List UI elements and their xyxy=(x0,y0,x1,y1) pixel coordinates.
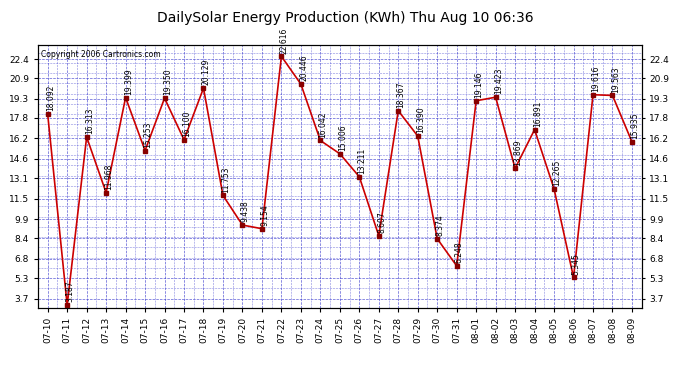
Text: 3.187: 3.187 xyxy=(66,281,75,302)
Text: 6.248: 6.248 xyxy=(455,242,464,263)
Text: 18.092: 18.092 xyxy=(46,85,55,111)
Text: 15.006: 15.006 xyxy=(338,124,347,151)
Text: 12.265: 12.265 xyxy=(552,160,562,186)
Text: 8.607: 8.607 xyxy=(377,211,386,233)
Text: 16.891: 16.891 xyxy=(533,100,542,127)
Text: Copyright 2006 Cartronics.com: Copyright 2006 Cartronics.com xyxy=(41,50,161,59)
Text: 20.129: 20.129 xyxy=(201,59,210,86)
Text: DailySolar Energy Production (KWh) Thu Aug 10 06:36: DailySolar Energy Production (KWh) Thu A… xyxy=(157,11,533,25)
Text: 9.438: 9.438 xyxy=(241,201,250,222)
Text: 15.935: 15.935 xyxy=(630,112,639,139)
Text: 13.211: 13.211 xyxy=(357,148,366,174)
Text: 13.869: 13.869 xyxy=(513,139,522,165)
Text: 9.154: 9.154 xyxy=(260,204,269,226)
Text: 16.100: 16.100 xyxy=(182,111,191,137)
Text: 19.146: 19.146 xyxy=(475,72,484,98)
Text: 5.345: 5.345 xyxy=(572,253,581,275)
Text: 19.423: 19.423 xyxy=(494,68,503,94)
Text: 19.563: 19.563 xyxy=(611,66,620,93)
Text: 20.446: 20.446 xyxy=(299,55,308,81)
Text: 19.616: 19.616 xyxy=(591,66,600,92)
Text: 11.968: 11.968 xyxy=(104,164,113,190)
Text: 18.367: 18.367 xyxy=(397,81,406,108)
Text: 19.399: 19.399 xyxy=(124,68,133,95)
Text: 16.042: 16.042 xyxy=(319,111,328,138)
Text: 22.616: 22.616 xyxy=(279,27,288,54)
Text: 11.753: 11.753 xyxy=(221,166,230,193)
Text: 15.253: 15.253 xyxy=(144,122,152,148)
Text: 16.390: 16.390 xyxy=(416,106,425,133)
Text: 8.374: 8.374 xyxy=(435,214,444,236)
Text: 19.350: 19.350 xyxy=(163,69,172,95)
Text: 16.313: 16.313 xyxy=(85,108,94,134)
